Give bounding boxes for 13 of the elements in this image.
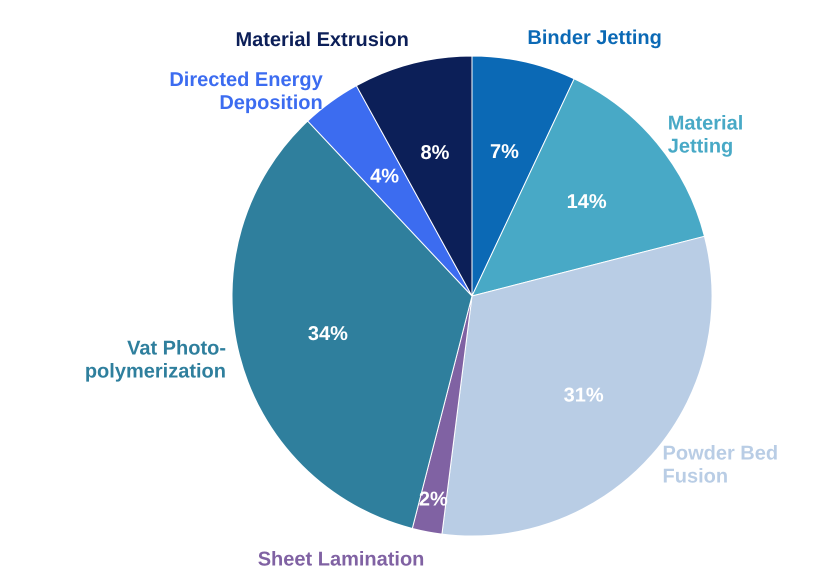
data-label: 14%	[566, 191, 607, 214]
slice-label: Binder Jetting	[527, 27, 662, 50]
slice-label: Material Jetting	[668, 112, 744, 158]
slice-label: Material Extrusion	[235, 28, 409, 51]
data-label: 31%	[564, 384, 604, 406]
slice-label: Directed Energy Deposition	[169, 69, 324, 114]
slice-label: Powder Bed Fusion	[662, 442, 778, 488]
data-label: 34%	[308, 323, 348, 346]
data-label: 8%	[420, 142, 450, 164]
slice-label: Sheet Lamination	[258, 548, 424, 570]
data-label: 4%	[370, 166, 400, 188]
data-label: 7%	[490, 140, 520, 163]
slice-label: Vat Photo-polymerization	[84, 338, 226, 383]
